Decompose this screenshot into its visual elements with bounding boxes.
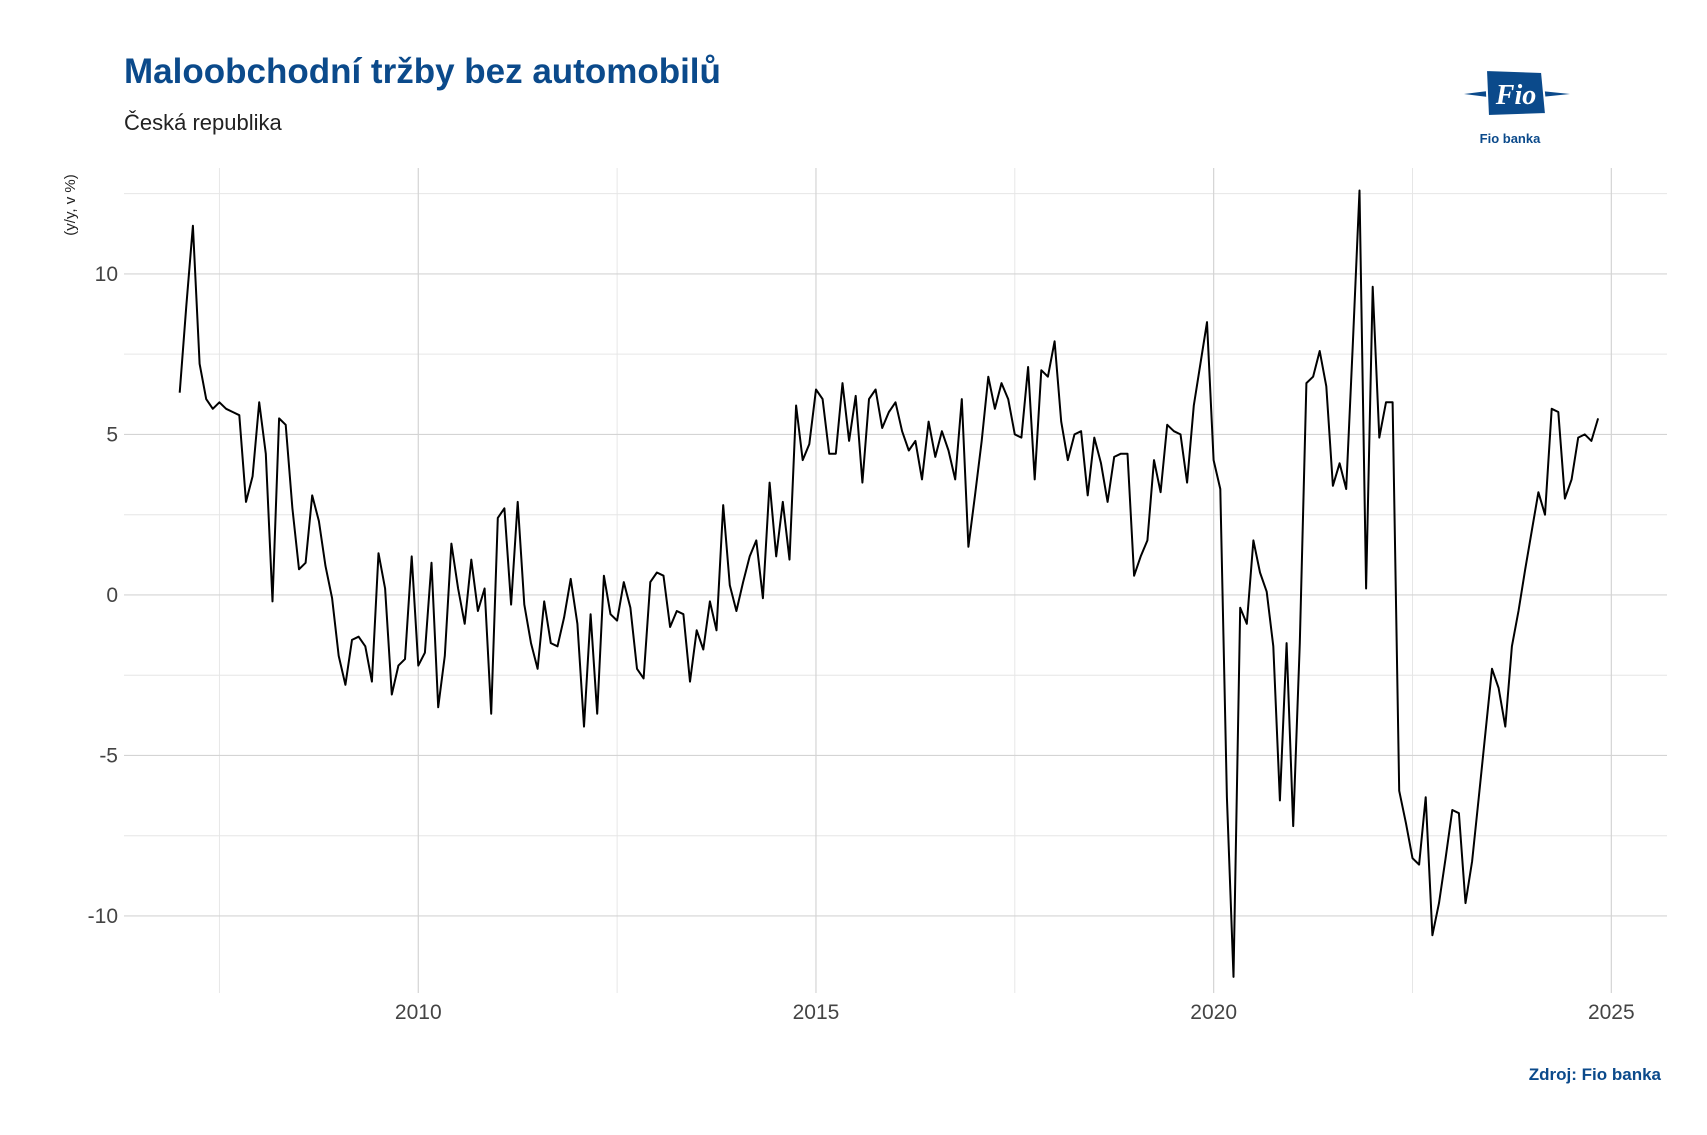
- logo-caption: Fio banka: [1480, 131, 1541, 146]
- x-tick-labels: 2010 2015 2020 2025: [395, 1001, 1635, 1024]
- source-note: Zdroj: Fio banka: [1528, 1065, 1661, 1084]
- x-tick-label: 2010: [395, 1001, 442, 1024]
- fio-banka-logo-icon: Fio Fio banka: [1464, 68, 1570, 146]
- y-tick-label: 0: [106, 584, 118, 607]
- chart-subtitle: Česká republika: [124, 110, 282, 135]
- x-tick-label: 2020: [1190, 1001, 1237, 1024]
- y-tick-labels: -10 -5 0 5 10: [88, 263, 118, 928]
- grid-lines: [124, 168, 1667, 993]
- y-tick-label: -10: [88, 905, 118, 928]
- y-tick-label: 10: [95, 263, 118, 286]
- logo-wordmark: Fio: [1495, 80, 1536, 111]
- chart-title: Maloobchodní tržby bez automobilů: [124, 52, 721, 91]
- y-tick-label: -5: [99, 744, 118, 767]
- y-axis-label: (y/y, v %): [62, 174, 79, 235]
- x-tick-label: 2015: [793, 1001, 840, 1024]
- x-tick-label: 2025: [1588, 1001, 1635, 1024]
- y-tick-label: 5: [106, 423, 118, 446]
- series-line: [178, 189, 1600, 978]
